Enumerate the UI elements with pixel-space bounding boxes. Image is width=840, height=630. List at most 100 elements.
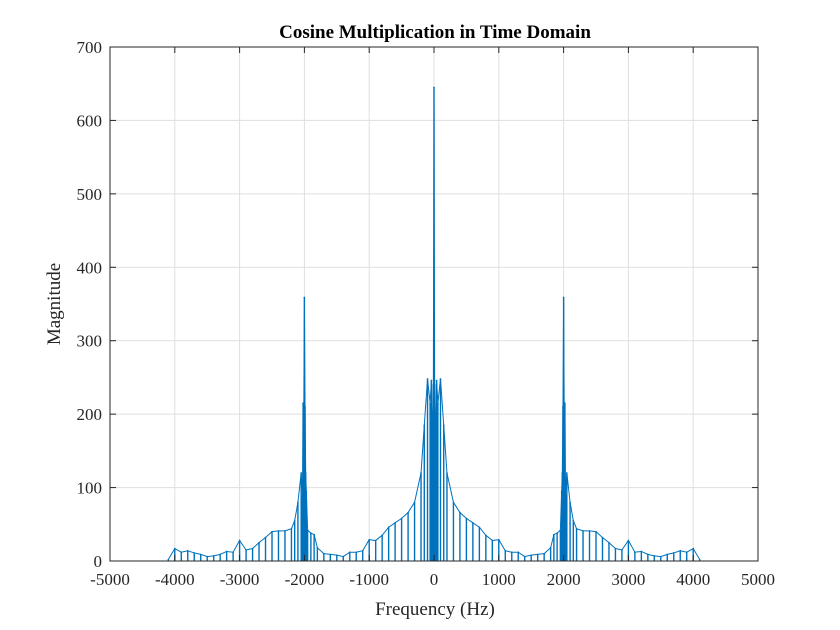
data-point (186, 549, 189, 552)
data-point (627, 539, 630, 542)
data-point (368, 538, 371, 541)
data-point (329, 553, 332, 556)
data-point (666, 553, 669, 556)
data-point (560, 490, 563, 493)
x-tick-label: -4000 (155, 570, 195, 589)
data-point (435, 379, 438, 382)
x-tick-label: -2000 (285, 570, 325, 589)
data-point (465, 517, 468, 520)
data-point (472, 522, 474, 524)
x-tick-label: 4000 (676, 570, 710, 589)
data-point (387, 526, 390, 529)
data-point (459, 511, 461, 514)
data-point (432, 383, 435, 386)
data-point (569, 501, 571, 504)
data-point (306, 529, 309, 531)
y-tick-label: 700 (77, 38, 103, 57)
data-point (430, 379, 433, 382)
data-point (400, 517, 403, 520)
x-tick-label: 5000 (741, 570, 775, 589)
data-point (566, 472, 568, 474)
data-point (423, 424, 426, 426)
data-point (478, 526, 481, 529)
data-point (563, 413, 566, 415)
data-point (564, 494, 567, 496)
data-point (225, 550, 228, 553)
data-point (575, 527, 578, 530)
data-point (394, 522, 396, 524)
data-point (290, 527, 293, 530)
data-point (433, 86, 435, 89)
chart-title: Cosine Multiplication in Time Domain (279, 22, 591, 43)
data-point (614, 547, 617, 550)
data-point (302, 402, 304, 404)
data-point (277, 530, 280, 532)
data-point (504, 549, 507, 552)
data-point (517, 551, 520, 553)
data-point (429, 402, 431, 404)
data-point (510, 551, 513, 553)
data-point (559, 529, 562, 531)
data-point (232, 551, 234, 553)
data-point (608, 541, 610, 544)
data-point (672, 552, 675, 554)
data-point (426, 378, 429, 380)
data-point (271, 530, 273, 533)
data-point (420, 472, 422, 474)
data-point (304, 406, 306, 408)
data-point (595, 530, 597, 533)
y-axis: 0 100 200 300 400 500 600 700 (77, 38, 758, 571)
data-point (685, 551, 688, 553)
x-tick-label: 1000 (482, 570, 516, 589)
data-point (297, 501, 299, 504)
data-point (660, 555, 662, 558)
x-tick-label: -1000 (349, 570, 389, 589)
data-point (679, 549, 682, 552)
y-tick-label: 100 (77, 479, 103, 498)
data-point (452, 501, 455, 504)
data-point (258, 541, 260, 544)
data-point (174, 547, 176, 550)
data-point (543, 552, 545, 555)
data-point (431, 428, 433, 430)
data-point (413, 501, 416, 504)
data-point (561, 472, 564, 474)
data-point (206, 555, 208, 558)
data-point (355, 551, 358, 553)
data-point (572, 519, 575, 522)
data-point (251, 547, 254, 550)
data-point (302, 413, 305, 415)
data-point (562, 406, 564, 408)
data-point (238, 539, 241, 542)
data-point (491, 539, 494, 542)
data-point (245, 549, 247, 551)
data-point (442, 424, 445, 426)
y-tick-label: 300 (77, 332, 103, 351)
data-point (431, 420, 434, 423)
data-point (301, 494, 304, 496)
data-point (348, 551, 351, 553)
data-point (264, 536, 267, 539)
data-point (293, 519, 296, 522)
data-point (199, 553, 202, 556)
data-point (323, 552, 325, 555)
x-tick-label: 0 (430, 570, 439, 589)
data-point (316, 546, 319, 549)
x-tick-label: -5000 (90, 570, 130, 589)
data-point (300, 472, 302, 474)
data-point (374, 539, 377, 542)
data-point (549, 546, 552, 549)
data-point (588, 530, 591, 532)
y-tick-label: 0 (94, 552, 103, 571)
data-point (212, 555, 215, 557)
data-point (361, 549, 364, 552)
data-point (284, 530, 286, 532)
data-point (434, 420, 437, 423)
data-point (498, 538, 500, 541)
data-point (439, 378, 442, 380)
x-axis-label: Frequency (Hz) (375, 599, 495, 620)
data-point (193, 552, 196, 554)
data-point (437, 402, 439, 404)
